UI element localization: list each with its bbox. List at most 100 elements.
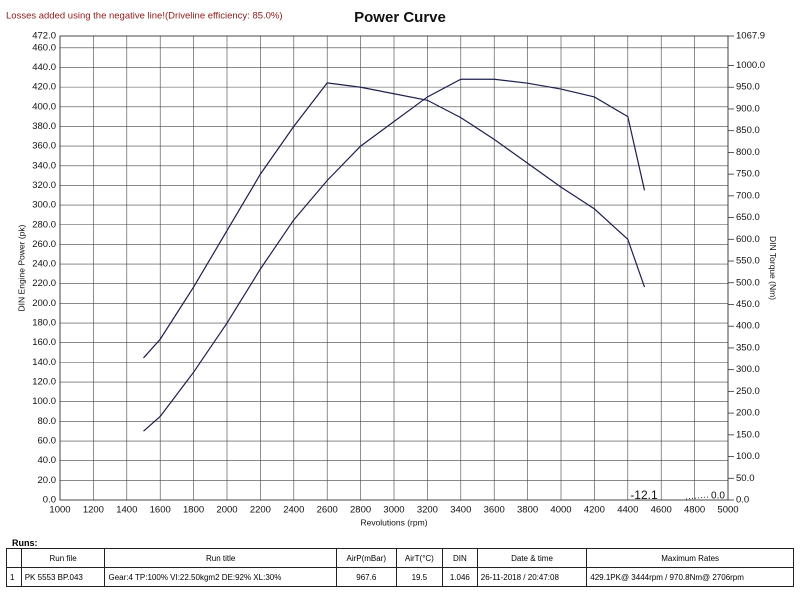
y-tick-label: 80.0 (38, 416, 57, 427)
table-cell: 19.5 (395, 567, 443, 587)
y-tick-label: 100.0 (32, 396, 56, 407)
y2-tick-label: 550.0 (736, 256, 760, 267)
y-tick-label: 320.0 (32, 180, 56, 191)
column-header: AirT(°C) (395, 548, 443, 568)
y2-tick-label: 150.0 (736, 429, 760, 440)
y-tick-label: 120.0 (32, 377, 56, 388)
y-tick-label: 360.0 (32, 141, 56, 152)
x-tick-label: 1000 (49, 505, 70, 516)
y-tick-label: 40.0 (38, 455, 57, 466)
y-tick-label: 440.0 (32, 62, 56, 73)
y2-tick-label: 500.0 (736, 277, 760, 288)
runs-table: Runs: Run file Run title AirP(mBar) AirT(°C… (6, 538, 794, 587)
table-cell: 26-11-2018 / 20:47:08 (476, 567, 588, 587)
y2-tick-label: 300.0 (736, 364, 760, 375)
x-tick-label: 2600 (317, 505, 338, 516)
x-tick-label: 1200 (83, 505, 104, 516)
annotation-line (685, 496, 709, 500)
series-line (143, 82, 646, 359)
y2-tick-label: 200.0 (736, 408, 760, 419)
x-tick-label: 1400 (116, 505, 137, 516)
y2-tick-label: 400.0 (736, 321, 760, 332)
x-tick-label: 2400 (283, 505, 304, 516)
column-header: Run file (20, 548, 106, 568)
y-axis-label: DIN Engine Power (pk) (16, 224, 26, 311)
x-tick-label: 4600 (651, 505, 672, 516)
x-tick-label: 2200 (250, 505, 271, 516)
plot-frame (59, 35, 729, 501)
x-tick-label: 4000 (550, 505, 571, 516)
note: Losses added using the negative line!(Dr… (6, 11, 283, 22)
y2-tick-label: 50.0 (736, 473, 755, 484)
y-tick-label: 240.0 (32, 259, 56, 270)
y2-tick-label: 650.0 (736, 212, 760, 223)
y2-tick-label: 100.0 (736, 451, 760, 462)
y2-tick-label: 0.0 (736, 495, 749, 506)
column-header: Date & time (476, 548, 588, 568)
y-tick-label: 220.0 (32, 278, 56, 289)
y-tick-label: 400.0 (32, 101, 56, 112)
column-header: Run title (104, 548, 337, 568)
x-tick-label: 3200 (417, 505, 438, 516)
x-tick-label: 2800 (350, 505, 371, 516)
y2-axis-label: DIN Torque (Nm) (768, 236, 778, 300)
table-cell: 967.6 (335, 567, 397, 587)
x-tick-label: 3600 (484, 505, 505, 516)
y2-tick-label: 250.0 (736, 386, 760, 397)
annotation: -12.1 (630, 488, 658, 502)
y-tick-label: 140.0 (32, 357, 56, 368)
y-tick-label: 300.0 (32, 200, 56, 211)
y2-tick-label: 1067.9 (736, 31, 765, 42)
y2-tick-label: 800.0 (736, 147, 760, 158)
y2-tick-label: 350.0 (736, 342, 760, 353)
table: Run file Run title AirP(mBar) AirT(°C) DIN Da… (6, 548, 794, 587)
column-header: AirP(mBar) (335, 548, 397, 568)
y-tick-label: 340.0 (32, 160, 56, 171)
table-cell: Gear:4 TP:100% VI:22.50kgm2 DE:92% XL:30… (104, 567, 337, 587)
y-tick-label: 380.0 (32, 121, 56, 132)
y-tick-label: 20.0 (38, 475, 57, 486)
x-tick-label: 4200 (584, 505, 605, 516)
x-tick-label: 5000 (717, 505, 738, 516)
y2-tick-label: 700.0 (736, 190, 760, 201)
y2-tick-label: 900.0 (736, 103, 760, 114)
table-title: Runs: (12, 538, 38, 548)
x-tick-label: 2000 (216, 505, 237, 516)
y-tick-label: 280.0 (32, 219, 56, 230)
x-tick-label: 4400 (617, 505, 638, 516)
table-cell: 429.1PK@ 3444rpm / 970.8Nm@ 2706rpm (586, 567, 794, 587)
y-tick-label: 200.0 (32, 298, 56, 309)
x-tick-label: 3400 (450, 505, 471, 516)
y2-tick-label: 950.0 (736, 82, 760, 93)
x-tick-label: 1800 (183, 505, 204, 516)
column-header: DIN (441, 548, 478, 568)
chart: Losses added using the negative line!(Dr… (6, 9, 778, 527)
column-header: Maximum Rates (586, 548, 794, 568)
x-axis-label: Revolutions (rpm) (360, 517, 427, 527)
y-tick-label: 180.0 (32, 318, 56, 329)
y-tick-label: 420.0 (32, 82, 56, 93)
table-cell: PK 5553 BP.043 (20, 567, 106, 587)
y-tick-label: 260.0 (32, 239, 56, 250)
y2-tick-label: 1000.0 (736, 60, 765, 71)
x-tick-label: 1600 (150, 505, 171, 516)
x-tick-label: 4800 (684, 505, 705, 516)
y-tick-label: 0.0 (43, 495, 56, 506)
x-tick-label: 3800 (517, 505, 538, 516)
y2-tick-label: 450.0 (736, 299, 760, 310)
y2-tick-label: 850.0 (736, 125, 760, 136)
table-row: 1 PK 5553 BP.043 Gear:4 TP:100% VI:22.50kg… (6, 567, 794, 587)
x-tick-label: 3000 (383, 505, 404, 516)
y2-tick-label: 600.0 (736, 234, 760, 245)
y-tick-label: 60.0 (38, 436, 57, 447)
chart-title: Power Curve (354, 9, 446, 26)
series-line (143, 78, 646, 432)
column-header (6, 548, 22, 568)
y-tick-label: 160.0 (32, 337, 56, 348)
y2-tick-label: 750.0 (736, 169, 760, 180)
table-cell: 1.046 (441, 567, 478, 587)
y-tick-label: 472.0 (32, 31, 56, 42)
annotation: 0.0 (711, 491, 725, 502)
table-cell: 1 (6, 567, 22, 587)
